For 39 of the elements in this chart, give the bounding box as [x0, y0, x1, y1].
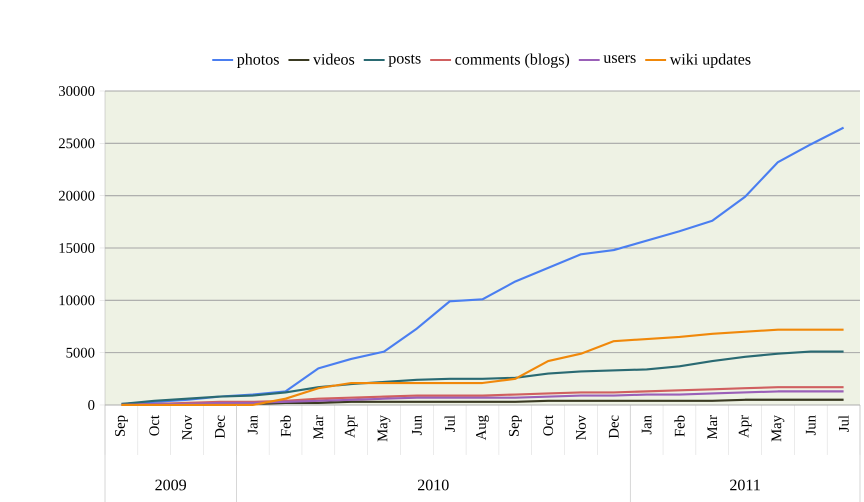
x-tick-label: Nov	[576, 414, 586, 440]
y-tick-label: 5000	[66, 348, 94, 358]
y-tick-label: 25000	[58, 138, 94, 148]
y-tick-label: 15000	[60, 242, 94, 253]
text: 2009	[155, 479, 186, 490]
legend-label: users	[604, 55, 636, 63]
legend-label: videos	[312, 53, 354, 65]
x-tick-label: Feb	[280, 415, 291, 436]
x-tick-label: Oct	[543, 414, 554, 436]
y-tick-label: 10000	[60, 295, 94, 306]
y-tick-label: 30000	[59, 86, 94, 96]
x-tick-label: Jun	[806, 415, 816, 435]
x-tick-label: Jun	[412, 415, 422, 435]
x-tick-label: Aug	[476, 415, 489, 440]
x-tick-label: Jan	[642, 415, 652, 434]
x-tick-label: May	[772, 414, 784, 442]
x-tick-label: Jul	[838, 415, 849, 432]
x-tick-label: Sep	[115, 415, 128, 436]
x-tick-label: Apr	[738, 415, 752, 438]
text: 2011	[730, 479, 760, 490]
x-tick-label: Jul	[444, 415, 455, 432]
legend-label: photos	[237, 53, 279, 68]
y-tick-label: 20000	[58, 190, 94, 200]
y-tick-label: 0	[88, 400, 94, 410]
legend-label: wiki updates	[670, 53, 750, 68]
x-tick-label: Dec	[215, 415, 225, 438]
x-tick-label: Jan	[248, 415, 258, 434]
legend-label: posts	[388, 54, 421, 67]
x-tick-label: Feb	[674, 415, 685, 436]
x-tick-label: Mar	[707, 415, 718, 439]
x-tick-label: Nov	[182, 414, 192, 440]
x-tick-label: Dec	[608, 415, 619, 438]
x-tick-label: Oct	[149, 414, 160, 436]
x-tick-label: Apr	[344, 415, 358, 438]
x-tick-label: Sep	[508, 415, 522, 436]
text: 2010	[418, 479, 449, 490]
x-tick-label: May	[378, 414, 390, 442]
legend-label: comments (blogs)	[455, 53, 570, 68]
x-tick-label: Mar	[314, 415, 324, 439]
